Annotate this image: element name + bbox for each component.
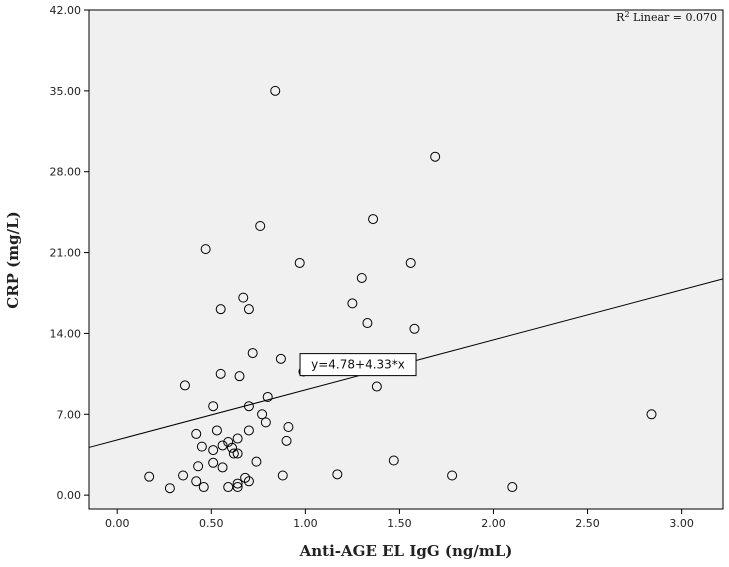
- x-tick-label: 3.00: [669, 517, 694, 530]
- r2-text: Linear = 0.070: [630, 11, 717, 24]
- x-axis-ticks: 0.00 0.50 1.00 1.50 2.00 2.50 3.00: [105, 509, 694, 530]
- equation-annotation-group: y=4.78+4.33*x: [300, 354, 416, 376]
- x-tick-label: 1.50: [387, 517, 412, 530]
- y-tick-label: 35.00: [50, 85, 82, 98]
- y-tick-label: 0.00: [57, 489, 82, 502]
- y-tick-label: 42.00: [50, 4, 82, 17]
- x-tick-label: 1.00: [293, 517, 318, 530]
- r2-label: R2 Linear = 0.070: [616, 10, 717, 24]
- x-axis-title: Anti-AGE EL IgG (ng/mL): [299, 542, 513, 560]
- y-axis-title: CRP (mg/L): [4, 211, 22, 309]
- equation-label: y=4.78+4.33*x: [311, 358, 405, 372]
- x-tick-label: 2.00: [481, 517, 506, 530]
- x-tick-label: 2.50: [575, 517, 600, 530]
- y-tick-label: 21.00: [50, 247, 82, 260]
- scatter-chart: 0.00 0.50 1.00 1.50 2.00 2.50 3.00 0.00 7.00 14.…: [0, 0, 729, 567]
- x-tick-label: 0.00: [105, 517, 130, 530]
- y-tick-label: 7.00: [57, 408, 82, 421]
- y-tick-label: 14.00: [50, 327, 82, 340]
- y-tick-label: 28.00: [50, 166, 82, 179]
- y-axis-ticks: 0.00 7.00 14.00 21.00 28.00 35.00 42.00: [50, 4, 90, 502]
- plot-area: [89, 10, 723, 509]
- x-tick-label: 0.50: [199, 517, 224, 530]
